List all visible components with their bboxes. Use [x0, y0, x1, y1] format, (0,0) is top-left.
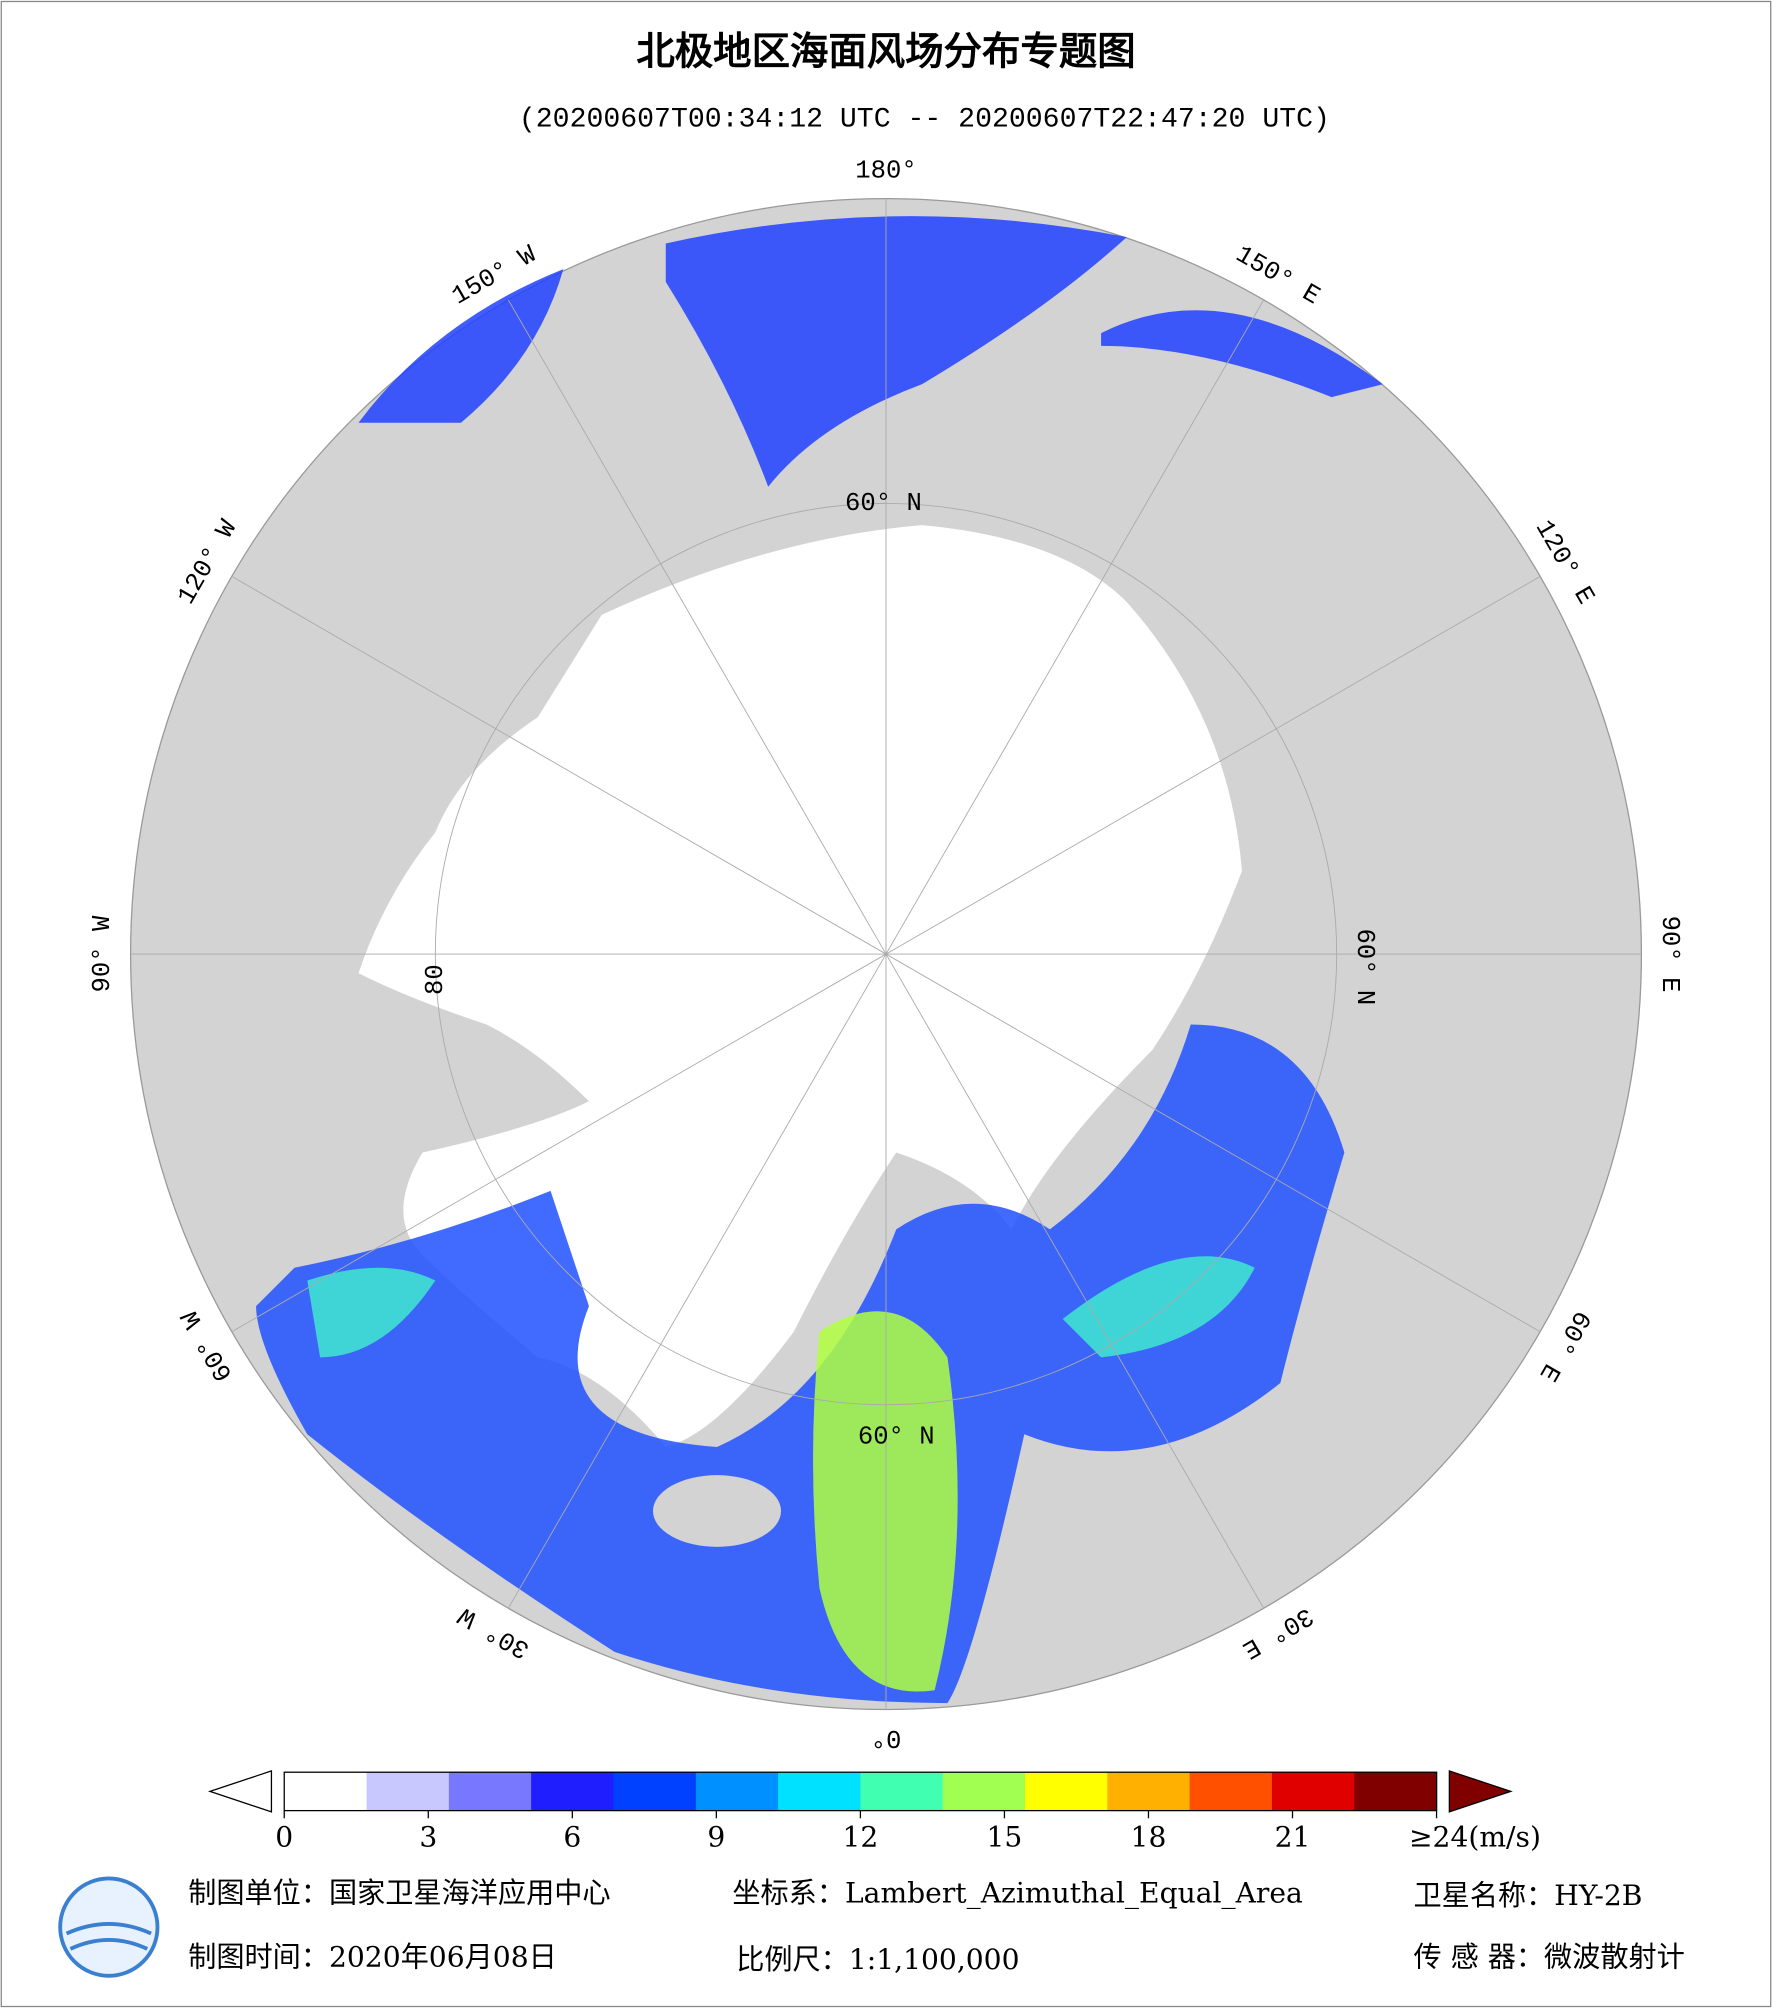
colorbar-low-arrow — [207, 1770, 273, 1813]
wind-field — [307, 1256, 1255, 1358]
colorbar-high-arrow — [1448, 1770, 1513, 1813]
footer-date: 制图时间：2020年06月08日 — [188, 1941, 557, 1974]
meridian — [885, 953, 1265, 1609]
latitude-label: 60° N — [845, 489, 922, 518]
colorbar: 0 3 6 9 12 15 18 21 ≥24(m/s) — [207, 1770, 1541, 1853]
footer-scale: 比例尺：1:1,100,000 — [736, 1943, 1019, 1976]
colorbar-swatch — [448, 1772, 532, 1811]
footer-coords: 坐标系：Lambert_Azimuthal_Equal_Area — [732, 1877, 1303, 1910]
colorbar-tick-label: 12 — [842, 1820, 878, 1853]
logo — [58, 1876, 160, 1978]
title: 北极地区海面风场分布专题图 — [636, 29, 1135, 74]
colorbar-tick-label: ≥24(m/s) — [1409, 1820, 1541, 1853]
footer-satellite: 卫星名称：HY-2B — [1414, 1879, 1643, 1912]
colorbar-tick-label: 0 — [275, 1820, 293, 1853]
longitude-label: 180° — [855, 156, 916, 185]
longitude-label: 0° — [871, 1723, 902, 1752]
meridian — [231, 575, 887, 955]
colorbar-tick-label: 18 — [1131, 1820, 1167, 1853]
colorbar-swatch — [1107, 1772, 1191, 1811]
colorbar-swatch — [1354, 1772, 1438, 1811]
colorbar-swatch — [695, 1772, 779, 1811]
colorbar-swatch — [531, 1772, 615, 1811]
colorbar-tick-label: 9 — [707, 1820, 725, 1853]
logo-waves — [65, 1922, 152, 1951]
latitude-label: 80 — [421, 964, 450, 995]
colorbar-swatch — [860, 1772, 944, 1811]
longitude-label: 90° W — [88, 915, 117, 992]
colorbar-swatch — [284, 1772, 368, 1811]
colorbar-tick-label: 3 — [419, 1820, 437, 1853]
latitude-label: 60° N — [1350, 928, 1379, 1005]
latitude-label: 60° N — [858, 1423, 935, 1452]
colorbar-tick-label: 21 — [1275, 1820, 1311, 1853]
parallel — [434, 502, 1338, 1406]
colorbar-tick-label: 6 — [563, 1820, 581, 1853]
meridian — [231, 953, 887, 1333]
colorbar-swatch — [1025, 1772, 1108, 1811]
iceland — [652, 1475, 782, 1547]
longitude-label: 90° E — [1655, 916, 1684, 993]
meridian — [885, 575, 1541, 955]
colorbar-swatch — [613, 1772, 697, 1811]
colorbar-tick-label: 15 — [987, 1820, 1023, 1853]
colorbar-swatch — [1271, 1772, 1355, 1811]
colorbar-swatch — [778, 1772, 862, 1811]
colorbar-swatch — [942, 1772, 1026, 1811]
subtitle: (20200607T00:34:12 UTC -- 20200607T22:47… — [519, 105, 1330, 136]
wind-field — [358, 216, 1383, 487]
wind-field — [256, 1024, 1345, 1704]
meridian — [885, 953, 1541, 1333]
colorbar-swatch — [366, 1772, 450, 1811]
wind-field — [813, 1311, 958, 1692]
footer-sensor: 传 感 器：微波散射计 — [1414, 1941, 1685, 1974]
colorbar-swatch — [1189, 1772, 1273, 1811]
footer-unit: 制图单位：国家卫星海洋应用中心 — [188, 1877, 610, 1910]
meridian — [507, 299, 887, 955]
meridian — [885, 299, 1265, 955]
meridian — [507, 953, 887, 1609]
map — [129, 198, 1643, 1711]
arctic-ice — [358, 525, 1242, 1447]
